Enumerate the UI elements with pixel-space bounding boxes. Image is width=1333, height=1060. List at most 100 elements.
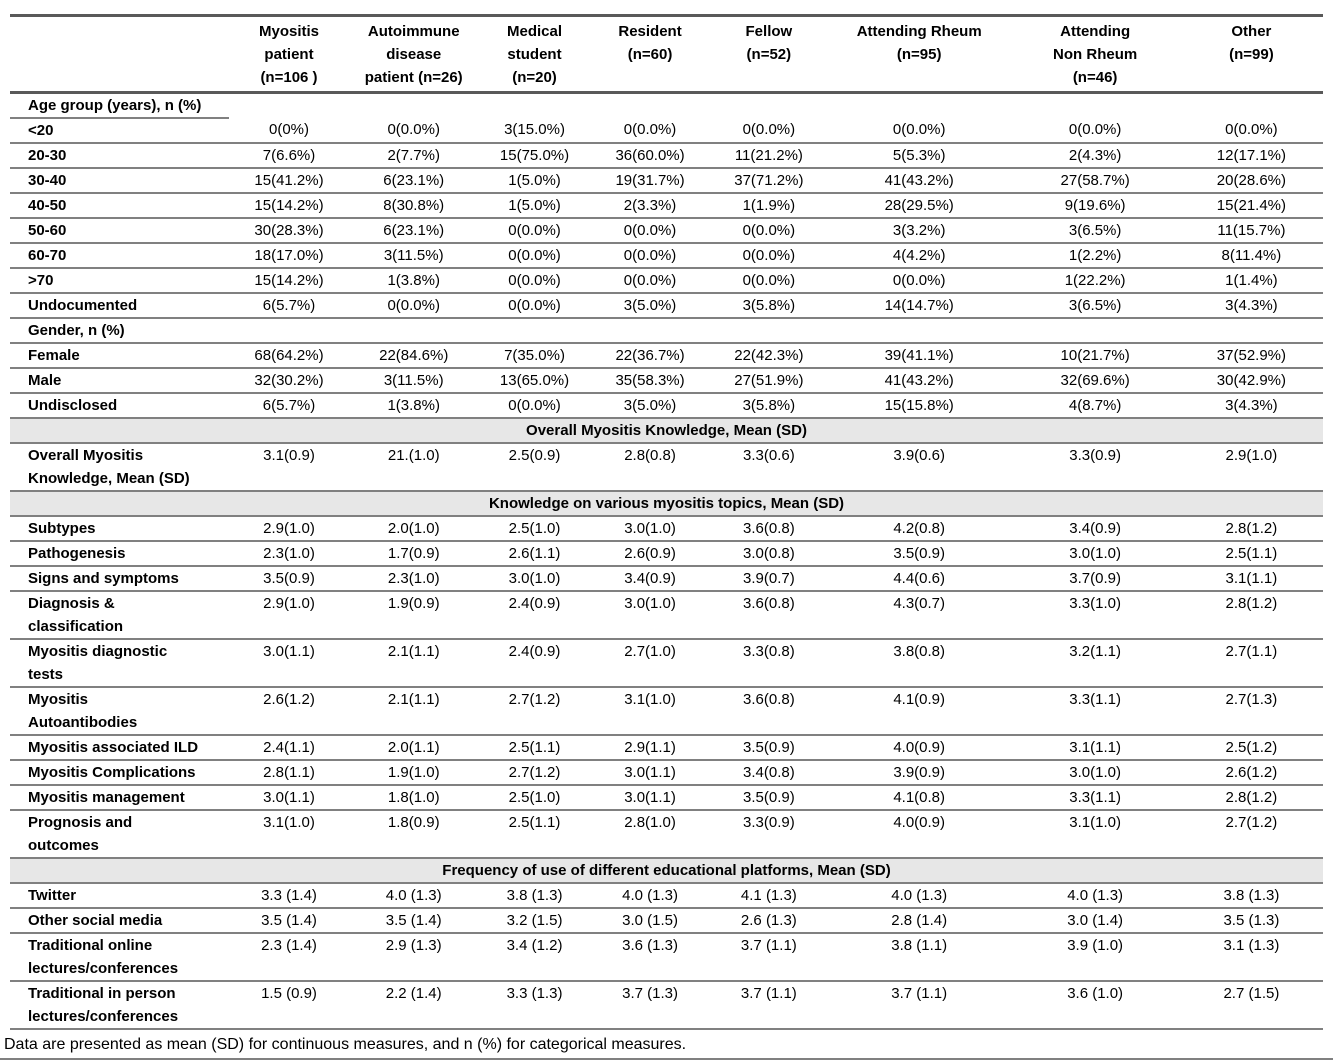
cell-value: 3.0(1.1) bbox=[229, 785, 349, 811]
cell-value: 2.5(0.9) bbox=[478, 443, 591, 492]
cell-value: 3.0(1.1) bbox=[590, 785, 710, 811]
table-row: Other social media 3.5 (1.4) 3.5 (1.4) 3.2 … bbox=[10, 908, 1323, 934]
cell-value: 1(2.2%) bbox=[1010, 243, 1180, 269]
cell-value: 11(15.7%) bbox=[1179, 218, 1323, 244]
cell-value: 3(3.2%) bbox=[827, 218, 1011, 244]
row-label: Signs and symptoms bbox=[10, 566, 230, 592]
cell-value: 0(0.0%) bbox=[827, 268, 1011, 294]
cell-value: 3.5 (1.3) bbox=[1179, 908, 1323, 934]
row-label: 60-70 bbox=[10, 243, 230, 269]
cell-value: 3.8 (1.3) bbox=[478, 883, 591, 909]
row-label: 20-30 bbox=[10, 143, 230, 169]
cell-value: 0(0.0%) bbox=[709, 218, 828, 244]
cell-value: 3.9(0.6) bbox=[827, 443, 1011, 492]
cell-value: 3(11.5%) bbox=[348, 368, 479, 394]
cell-value: 3.6 (1.0) bbox=[1010, 981, 1180, 1030]
cell-value: 37(71.2%) bbox=[709, 168, 828, 194]
cell-value: 3.0 (1.4) bbox=[1010, 908, 1180, 934]
cell-value: 68(64.2%) bbox=[229, 343, 349, 369]
cell-value: 0(0.0%) bbox=[590, 118, 710, 144]
cell-value: 7(35.0%) bbox=[478, 343, 591, 369]
section-band-label: Frequency of use of different educationa… bbox=[10, 858, 1323, 884]
row-label: Undocumented bbox=[10, 293, 230, 319]
row-label: Overall Myositis Knowledge, Mean (SD) bbox=[10, 443, 230, 492]
cell-value: 3.1(1.1) bbox=[1179, 566, 1323, 592]
cell-value: 15(75.0%) bbox=[478, 143, 591, 169]
cell-value: 30(42.9%) bbox=[1179, 368, 1323, 394]
cell-value: 2.6 (1.3) bbox=[709, 908, 828, 934]
cell-value: 4.1(0.8) bbox=[827, 785, 1011, 811]
study-demographics-table: Myositis patient (n=106 ) Autoimmune dise… bbox=[10, 14, 1323, 1030]
cell-value: 2.6(1.1) bbox=[478, 541, 591, 567]
cell-value: 3.2(1.1) bbox=[1010, 639, 1180, 688]
cell-value: 2.9(1.0) bbox=[1179, 443, 1323, 492]
cell-value: 3.3(0.9) bbox=[709, 810, 828, 859]
cell-value: 3.5(0.9) bbox=[709, 785, 828, 811]
cell-value: 32(69.6%) bbox=[1010, 368, 1180, 394]
cell-value: 2.7 (1.5) bbox=[1179, 981, 1323, 1030]
cell-value: 1.5 (0.9) bbox=[229, 981, 349, 1030]
cell-value: 8(11.4%) bbox=[1179, 243, 1323, 269]
table-row: Diagnosis & classification 2.9(1.0) 1.9(0.… bbox=[10, 591, 1323, 640]
table-row: Traditional online lectures/conferences 2… bbox=[10, 933, 1323, 982]
cell-value: 3.3(1.1) bbox=[1010, 785, 1180, 811]
cell-value: 2.7(1.2) bbox=[1179, 810, 1323, 859]
table-row: Pathogenesis 2.3(1.0) 1.7(0.9) 2.6(1.1) 2.6(… bbox=[10, 541, 1323, 567]
cell-value: 2.8(1.1) bbox=[229, 760, 349, 786]
cell-value: 1.9(0.9) bbox=[348, 591, 479, 640]
cell-value: 0(0.0%) bbox=[590, 243, 710, 269]
cell-value: 2.8(1.0) bbox=[590, 810, 710, 859]
table-row: Myositis associated ILD 2.4(1.1) 2.0(1.1) 2… bbox=[10, 735, 1323, 761]
cell-value: 4.4(0.6) bbox=[827, 566, 1011, 592]
cell-value: 0(0.0%) bbox=[827, 118, 1011, 144]
row-label: >70 bbox=[10, 268, 230, 294]
cell-value: 3.0(1.0) bbox=[1010, 760, 1180, 786]
cell-value: 10(21.7%) bbox=[1010, 343, 1180, 369]
cell-value: 20(28.6%) bbox=[1179, 168, 1323, 194]
cell-value: 1(22.2%) bbox=[1010, 268, 1180, 294]
row-label: Myositis Complications bbox=[10, 760, 230, 786]
table-row: Myositis Autoantibodies 2.6(1.2) 2.1(1.1) 2… bbox=[10, 687, 1323, 736]
cell-value: 6(23.1%) bbox=[348, 168, 479, 194]
cell-value: 3.1(1.0) bbox=[1010, 810, 1180, 859]
cell-value: 6(5.7%) bbox=[229, 393, 349, 419]
cell-value: 2.5(1.2) bbox=[1179, 735, 1323, 761]
row-label: Other social media bbox=[10, 908, 230, 934]
group-filler bbox=[229, 318, 1323, 344]
cell-value: 3(6.5%) bbox=[1010, 293, 1180, 319]
cell-value: 2.8(1.2) bbox=[1179, 785, 1323, 811]
cell-value: 3.9(0.9) bbox=[827, 760, 1011, 786]
cell-value: 2.7(1.2) bbox=[478, 687, 591, 736]
cell-value: 0(0%) bbox=[229, 118, 349, 144]
cell-value: 0(0.0%) bbox=[709, 118, 828, 144]
cell-value: 2.1(1.1) bbox=[348, 639, 479, 688]
cell-value: 7(6.6%) bbox=[229, 143, 349, 169]
cell-value: 3(5.0%) bbox=[590, 293, 710, 319]
cell-value: 3(5.0%) bbox=[590, 393, 710, 419]
cell-value: 0(0.0%) bbox=[478, 243, 591, 269]
cell-value: 3.8 (1.3) bbox=[1179, 883, 1323, 909]
cell-value: 11(21.2%) bbox=[709, 143, 828, 169]
table-row: Myositis management 3.0(1.1) 1.8(1.0) 2.5(1… bbox=[10, 785, 1323, 811]
cell-value: 3.9(0.7) bbox=[709, 566, 828, 592]
cell-value: 2.9 (1.3) bbox=[348, 933, 479, 982]
row-label: 50-60 bbox=[10, 218, 230, 244]
cell-value: 4.0 (1.3) bbox=[827, 883, 1011, 909]
cell-value: 32(30.2%) bbox=[229, 368, 349, 394]
cell-value: 2.8(1.2) bbox=[1179, 516, 1323, 542]
cell-value: 2.3 (1.4) bbox=[229, 933, 349, 982]
cell-value: 3.5(0.9) bbox=[229, 566, 349, 592]
cell-value: 15(21.4%) bbox=[1179, 193, 1323, 219]
cell-value: 6(23.1%) bbox=[348, 218, 479, 244]
cell-value: 1(3.8%) bbox=[348, 393, 479, 419]
cell-value: 15(14.2%) bbox=[229, 193, 349, 219]
table-row: Signs and symptoms 3.5(0.9) 2.3(1.0) 3.0(1.… bbox=[10, 566, 1323, 592]
cell-value: 3.5 (1.4) bbox=[229, 908, 349, 934]
cell-value: 3.7 (1.1) bbox=[709, 981, 828, 1030]
column-header: Autoimmune disease patient (n=26) bbox=[348, 15, 479, 94]
cell-value: 0(0.0%) bbox=[590, 218, 710, 244]
table-row: Twitter 3.3 (1.4) 4.0 (1.3) 3.8 (1.3) 4.0 (1… bbox=[10, 883, 1323, 909]
cell-value: 3.4 (1.2) bbox=[478, 933, 591, 982]
cell-value: 3.9 (1.0) bbox=[1010, 933, 1180, 982]
column-header: Attending Rheum (n=95) bbox=[827, 15, 1011, 94]
